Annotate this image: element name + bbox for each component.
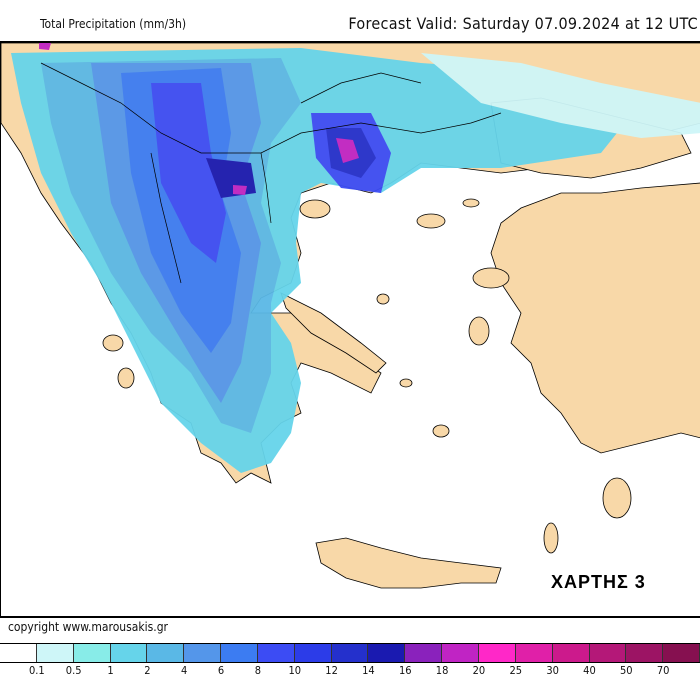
legend-label: 25 — [509, 664, 523, 677]
legend-swatch — [147, 644, 185, 662]
legend-swatch — [663, 644, 700, 662]
borders — [40, 62, 502, 284]
legend-label: 0.1 — [28, 664, 45, 677]
legend-swatch — [515, 644, 553, 662]
legend-label: 20 — [472, 664, 486, 677]
legend-swatch — [478, 644, 516, 662]
legend-label: 14 — [362, 664, 375, 677]
legend-label: 50 — [620, 664, 633, 677]
legend-label: 1 — [107, 664, 114, 677]
legend-swatch — [257, 644, 295, 662]
legend-swatch — [36, 644, 74, 662]
legend-label: 0.5 — [65, 664, 82, 677]
legend-swatch — [0, 644, 37, 662]
legend-label: 10 — [288, 664, 302, 677]
legend-label: 16 — [398, 664, 412, 677]
legend-label: 8 — [254, 664, 262, 677]
legend-label: 70 — [656, 664, 670, 677]
legend-label: 2 — [144, 664, 151, 677]
legend-label: 4 — [181, 664, 188, 677]
map-title: Total Precipitation (mm/3h) — [40, 17, 187, 31]
legend-label: 30 — [546, 664, 559, 677]
legend-label: 40 — [583, 664, 596, 677]
copyright: copyright www.marousakis.gr — [8, 620, 168, 634]
legend-swatch — [184, 644, 222, 662]
legend-swatch — [110, 644, 148, 662]
precipitation-map — [0, 41, 700, 618]
legend-ticks: 0.1 0.5 1 2 4 6 8 10 12 14 16 18 20 25 30 40 50 70 — [0, 664, 700, 678]
forecast-valid-time: Forecast Valid: Saturday 07.09.2024 at 1… — [348, 14, 698, 33]
legend-label: 6 — [217, 664, 225, 677]
precipitation-areas — [11, 43, 700, 473]
color-legend — [0, 643, 700, 663]
legend-swatch — [221, 644, 258, 662]
map-stamp: ΧΑΡΤΗΣ 3 — [551, 572, 646, 592]
legend-swatch — [442, 644, 479, 662]
legend-swatch — [405, 644, 443, 662]
legend-label: 12 — [325, 664, 338, 677]
legend-swatch — [73, 644, 111, 662]
legend-swatch — [294, 644, 332, 662]
legend-swatch — [552, 644, 590, 662]
legend-swatch — [331, 644, 369, 662]
map-canvas — [1, 43, 700, 589]
legend-swatch — [626, 644, 664, 662]
legend-swatch — [368, 644, 406, 662]
legend-label: 18 — [435, 664, 449, 677]
legend-swatch — [589, 644, 627, 662]
